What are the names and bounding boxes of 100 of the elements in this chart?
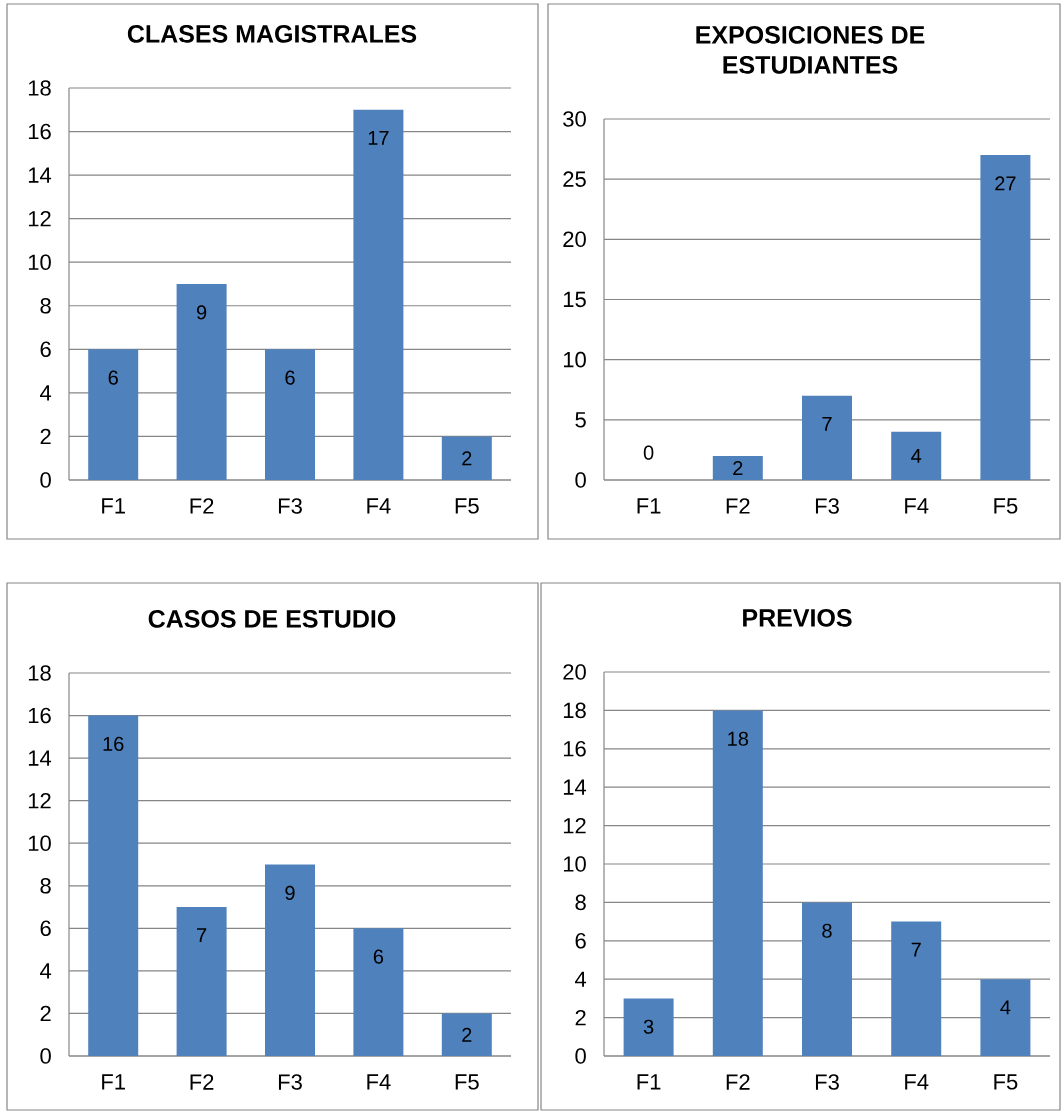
bar <box>802 902 853 1056</box>
y-tick-label: 14 <box>563 779 587 795</box>
data-label: 7 <box>822 417 832 431</box>
data-label: 9 <box>196 305 207 320</box>
bar <box>712 710 763 1056</box>
y-tick-label: 10 <box>28 254 51 270</box>
data-label: 0 <box>643 445 654 460</box>
y-tick-label: 20 <box>563 664 586 680</box>
bar <box>802 395 853 480</box>
y-tick-label: 16 <box>563 741 586 757</box>
data-label: 6 <box>108 370 118 385</box>
x-tick-label: F1 <box>637 498 661 514</box>
x-tick-label: F3 <box>815 1074 839 1090</box>
y-tick-label: 14 <box>28 167 52 183</box>
bar <box>441 1013 492 1056</box>
y-tick-label: 16 <box>28 123 51 140</box>
data-label: 9 <box>285 885 295 900</box>
bar <box>623 998 674 1056</box>
bar <box>353 109 404 480</box>
bar <box>891 921 942 1056</box>
y-tick-label: 2 <box>40 428 51 445</box>
y-tick-label: 8 <box>40 877 51 894</box>
y-tick-label: 4 <box>575 971 587 987</box>
y-tick-label: 6 <box>40 920 51 937</box>
bar <box>891 431 942 480</box>
x-tick-label: F5 <box>994 498 1018 514</box>
x-tick-label: F4 <box>905 498 929 514</box>
x-tick-label: F2 <box>726 498 750 514</box>
x-tick-label: F1 <box>102 1074 125 1090</box>
data-label: 4 <box>911 449 922 463</box>
y-tick-label: 10 <box>28 835 51 851</box>
y-tick-label: 12 <box>28 792 51 809</box>
y-tick-label: 5 <box>575 412 586 428</box>
y-tick-label: 0 <box>40 472 51 488</box>
data-label: 7 <box>911 942 921 957</box>
x-tick-label: F5 <box>455 498 479 514</box>
bar <box>980 979 1031 1056</box>
y-tick-label: 18 <box>28 80 51 96</box>
y-tick-label: 30 <box>563 111 586 127</box>
data-label: 2 <box>462 451 472 466</box>
x-tick-label: F5 <box>994 1074 1018 1090</box>
data-label: 17 <box>368 131 389 145</box>
x-tick-label: F1 <box>102 498 125 514</box>
y-tick-label: 0 <box>575 1048 586 1064</box>
y-tick-label: 12 <box>563 817 586 834</box>
x-tick-label: F2 <box>190 498 214 514</box>
y-tick-label: 25 <box>563 171 586 187</box>
x-tick-label: F1 <box>637 1074 661 1090</box>
data-label: 2 <box>462 1027 472 1042</box>
y-tick-label: 12 <box>28 210 51 227</box>
bar <box>353 928 404 1056</box>
x-tick-label: F5 <box>455 1074 479 1090</box>
bar <box>265 349 315 480</box>
x-tick-label: F2 <box>190 1074 214 1090</box>
bar <box>265 864 315 1056</box>
y-tick-label: 6 <box>575 933 586 949</box>
y-tick-label: 6 <box>40 341 51 358</box>
y-tick-label: 2 <box>575 1009 586 1026</box>
bar <box>712 455 763 480</box>
x-tick-label: F4 <box>905 1074 929 1090</box>
y-tick-label: 15 <box>563 291 586 308</box>
y-tick-label: 0 <box>40 1048 51 1064</box>
data-label: 16 <box>103 736 124 751</box>
y-tick-label: 8 <box>40 297 51 314</box>
data-label: 3 <box>643 1019 654 1034</box>
data-label: 6 <box>373 949 384 964</box>
y-tick-label: 18 <box>563 702 586 719</box>
x-tick-label: F2 <box>726 1074 750 1090</box>
chart-title: EXPOSICIONES DE ESTUDIANTES <box>696 26 925 74</box>
data-label: 8 <box>822 923 832 938</box>
bar <box>176 907 227 1056</box>
y-tick-label: 4 <box>40 963 52 979</box>
y-tick-label: 4 <box>40 385 52 401</box>
y-tick-label: 16 <box>28 707 51 724</box>
x-tick-label: F4 <box>367 498 391 514</box>
x-tick-label: F4 <box>367 1074 391 1090</box>
bar <box>441 436 492 480</box>
y-tick-label: 18 <box>28 665 51 681</box>
bar <box>88 349 139 480</box>
y-tick-label: 0 <box>575 472 586 488</box>
y-tick-label: 10 <box>563 351 586 368</box>
bar <box>980 155 1031 480</box>
chart-title: CLASES MAGISTRALES <box>127 25 417 43</box>
data-label: 2 <box>733 460 743 475</box>
y-tick-label: 2 <box>40 1005 51 1022</box>
data-label: 4 <box>1000 1000 1011 1015</box>
x-tick-label: F3 <box>278 498 302 514</box>
data-label: 27 <box>995 176 1016 191</box>
chart-title: CASOS DE ESTUDIO <box>148 610 396 628</box>
y-tick-label: 20 <box>563 231 586 248</box>
x-tick-label: F3 <box>278 1074 302 1090</box>
data-label: 6 <box>285 370 295 385</box>
y-tick-label: 8 <box>575 894 586 911</box>
data-label: 18 <box>728 731 749 746</box>
bar <box>88 715 139 1056</box>
chart-title: PREVIOS <box>743 609 852 627</box>
x-tick-label: F3 <box>815 498 839 514</box>
y-tick-label: 14 <box>28 750 52 766</box>
data-label: 7 <box>197 928 207 943</box>
bar <box>176 283 227 480</box>
